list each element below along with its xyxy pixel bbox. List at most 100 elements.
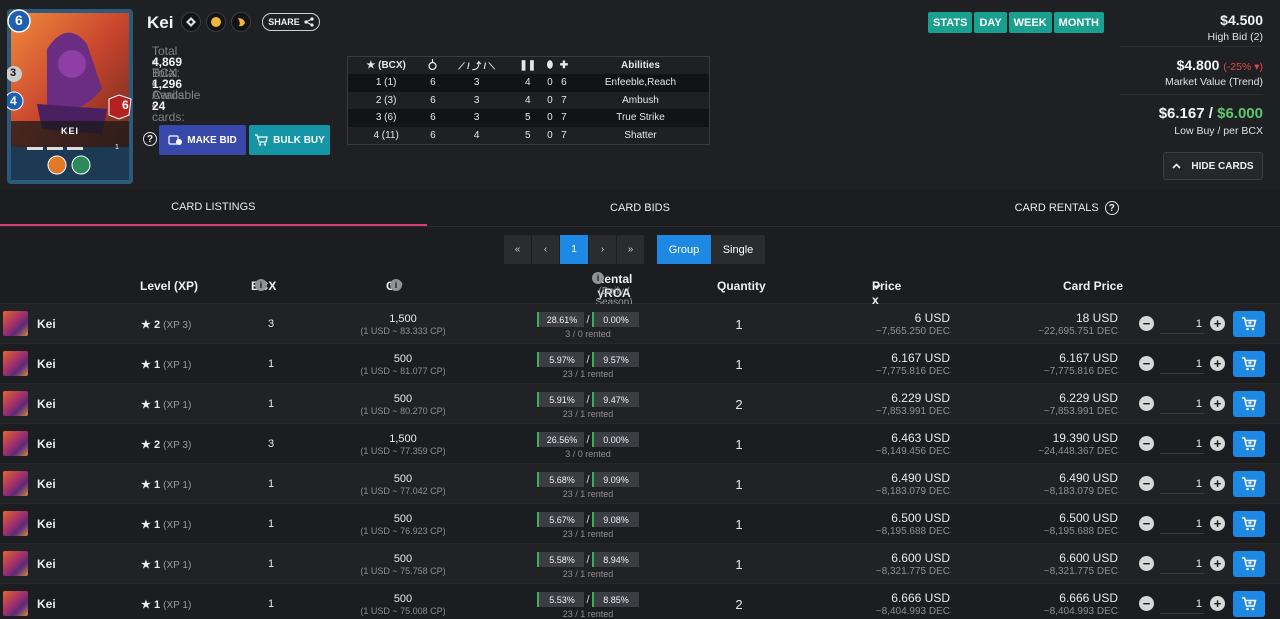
card-health: 6 [122,98,129,112]
cp-info-icon[interactable]: i [390,279,402,291]
add-to-cart-button[interactable] [1233,471,1265,497]
next-page-button[interactable]: › [589,235,616,264]
increase-quantity-button[interactable]: + [1210,596,1225,611]
quantity-column-header[interactable]: Quantity [717,279,766,293]
bulk-buy-button[interactable]: BULK BUY [249,125,330,155]
rental-column-header[interactable]: Rental yROA i (Daily / Season) [536,272,640,308]
decrease-quantity-button[interactable]: − [1139,316,1154,331]
card-thumbnail[interactable] [3,351,28,376]
buy-quantity-input[interactable] [1160,354,1204,374]
stats-button[interactable]: STATS [928,12,973,33]
health-icon: ✚ [559,60,569,71]
card-header: 6 3 4 6 KEI 1 Kei SHARE Total BCX: 4,869 … [0,0,1280,190]
decrease-quantity-button[interactable]: − [1139,596,1154,611]
buy-quantity-input[interactable] [1160,394,1204,414]
listing-level: ★ 1 (XP 1) [141,479,192,491]
buy-quantity-input[interactable] [1160,514,1204,534]
level-column-header[interactable]: Level (XP) [140,279,199,293]
listing-rental-roa: 26.56%/0.00% 3 / 0 rented [536,432,640,459]
listing-card-name[interactable]: Kei [37,397,56,411]
tab-card-listings[interactable]: CARD LISTINGS [0,190,427,226]
listing-row[interactable]: Kei ★ 1 (XP 1) 1 500 (1 USD ~ 75.008 CP) … [0,584,1280,619]
decrease-quantity-button[interactable]: − [1139,476,1154,491]
card-thumbnail[interactable] [3,311,28,336]
add-to-cart-button[interactable] [1233,511,1265,537]
listing-card-name[interactable]: Kei [37,317,56,331]
buy-quantity-input[interactable] [1160,474,1204,494]
listing-row[interactable]: Kei ★ 1 (XP 1) 1 500 (1 USD ~ 75.758 CP) … [0,544,1280,584]
listing-card-name[interactable]: Kei [37,477,56,491]
market-value: $4.800 [1176,57,1220,73]
share-icon [304,17,314,27]
decrease-quantity-button[interactable]: − [1139,516,1154,531]
day-button[interactable]: DAY [974,12,1007,33]
price-panel: $4.500 High Bid (2) $4.800 (-25% ▾) Mark… [1120,0,1280,145]
rental-info-icon[interactable]: i [592,272,604,284]
listing-card-name[interactable]: Kei [37,557,56,571]
listing-row[interactable]: Kei ★ 1 (XP 1) 1 500 (1 USD ~ 80.270 CP) … [0,384,1280,424]
single-view-button[interactable]: Single [711,235,765,264]
week-button[interactable]: WEEK [1008,12,1052,33]
card-thumbnail[interactable] [3,551,28,576]
listing-price-bcx: 6.666 USD ~8,404.993 DEC [875,591,950,617]
increase-quantity-button[interactable]: + [1210,436,1225,451]
current-page-button[interactable]: 1 [560,235,588,264]
prev-page-button[interactable]: ‹ [532,235,559,264]
increase-quantity-button[interactable]: + [1210,476,1225,491]
listing-quantity: 1 [735,357,743,372]
decrease-quantity-button[interactable]: − [1139,556,1154,571]
increase-quantity-button[interactable]: + [1210,316,1225,331]
listing-row[interactable]: Kei ★ 2 (XP 3) 3 1,500 (1 USD ~ 83.333 CP… [0,304,1280,344]
buy-quantity-input[interactable] [1160,554,1204,574]
add-to-cart-button[interactable] [1233,591,1265,617]
decrease-quantity-button[interactable]: − [1139,396,1154,411]
edition-icon [181,12,201,32]
increase-quantity-button[interactable]: + [1210,356,1225,371]
make-bid-button[interactable]: MAKE BID [159,125,246,155]
listing-card-name[interactable]: Kei [37,357,56,371]
increase-quantity-button[interactable]: + [1210,556,1225,571]
card-image[interactable]: 6 3 4 6 KEI 1 [7,9,133,184]
card-thumbnail[interactable] [3,391,28,416]
tab-card-rentals[interactable]: CARD RENTALS ? [853,190,1280,226]
period-buttons: STATS DAY WEEK MONTH [928,12,1104,33]
hide-cards-button[interactable]: HIDE CARDS [1163,152,1263,180]
card-price-column-header[interactable]: Card Price [1063,279,1124,293]
increase-quantity-button[interactable]: + [1210,396,1225,411]
add-to-cart-button[interactable] [1233,391,1265,417]
listing-card-name[interactable]: Kei [37,597,56,611]
add-to-cart-button[interactable] [1233,551,1265,577]
increase-quantity-button[interactable]: + [1210,516,1225,531]
price-bcx-column-header[interactable]: Price x BCX [872,279,902,321]
share-button[interactable]: SHARE [262,13,320,31]
listing-card-name[interactable]: Kei [37,517,56,531]
listing-card-name[interactable]: Kei [37,437,56,451]
buy-quantity-input[interactable] [1160,314,1204,334]
add-to-cart-button[interactable] [1233,311,1265,337]
buy-quantity-input[interactable] [1160,434,1204,454]
add-to-cart-button[interactable] [1233,351,1265,377]
tab-card-rentals-label: CARD RENTALS [1014,202,1099,214]
last-page-button[interactable]: » [617,235,644,264]
decrease-quantity-button[interactable]: − [1139,356,1154,371]
card-attack: 4 [10,94,17,108]
decrease-quantity-button[interactable]: − [1139,436,1154,451]
card-thumbnail[interactable] [3,471,28,496]
card-thumbnail[interactable] [3,431,28,456]
group-view-button[interactable]: Group [657,235,711,264]
bcx-info-icon[interactable]: i [255,279,267,291]
listing-row[interactable]: Kei ★ 1 (XP 1) 1 500 (1 USD ~ 77.042 CP) … [0,464,1280,504]
rentals-help-icon[interactable]: ? [1104,201,1119,215]
month-button[interactable]: MONTH [1053,12,1104,33]
first-page-button[interactable]: « [504,235,531,264]
help-icon[interactable]: ? [143,132,157,146]
card-thumbnail[interactable] [3,511,28,536]
add-to-cart-button[interactable] [1233,431,1265,457]
buy-quantity-input[interactable] [1160,594,1204,614]
card-thumbnail[interactable] [3,591,28,616]
listing-row[interactable]: Kei ★ 1 (XP 1) 1 500 (1 USD ~ 81.077 CP) … [0,344,1280,384]
tab-card-bids[interactable]: CARD BIDS [610,202,670,214]
star-icon: ★ [141,479,151,491]
listing-row[interactable]: Kei ★ 1 (XP 1) 1 500 (1 USD ~ 76.923 CP) … [0,504,1280,544]
listing-row[interactable]: Kei ★ 2 (XP 3) 3 1,500 (1 USD ~ 77.359 CP… [0,424,1280,464]
